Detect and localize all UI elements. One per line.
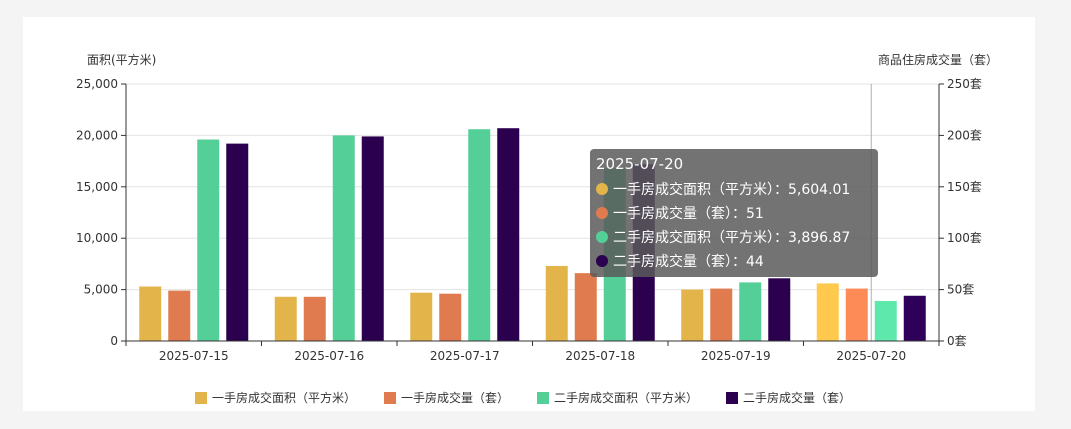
left-tick-label: 15,000 <box>76 180 118 194</box>
tooltip-row: 二手房成交量（套）：44 <box>596 249 872 273</box>
bar <box>845 288 868 341</box>
x-tick-label: 2025-07-15 <box>159 349 229 363</box>
tooltip-series-dot <box>596 231 608 243</box>
bar <box>197 139 220 341</box>
legend: 一手房成交面积（平方米） 一手房成交量（套） 二手房成交面积（平方米） 二手房成交量（… <box>195 390 851 405</box>
tooltip-series-dot <box>596 183 608 195</box>
legend-label: 二手房成交量（套） <box>743 390 851 405</box>
x-tick-label: 2025-07-20 <box>836 349 906 363</box>
right-tick-label: 250套 <box>947 77 982 91</box>
tooltip-series-dot <box>596 255 608 267</box>
bar <box>497 128 520 341</box>
legend-swatch <box>384 392 396 404</box>
right-tick-label: 0套 <box>947 334 967 348</box>
right-tick-label: 200套 <box>947 128 982 142</box>
bar <box>768 278 791 341</box>
bar <box>274 296 297 341</box>
right-tick-label: 50套 <box>947 283 974 297</box>
bar <box>168 290 191 341</box>
tooltip-title: 2025-07-20 <box>596 155 684 173</box>
legend-label: 一手房成交面积（平方米） <box>212 390 356 405</box>
tooltip-row: 二手房成交面积（平方米）：3,896.87 <box>596 225 872 249</box>
tooltip: 2025-07-20 一手房成交面积（平方米）：5,604.01 一手房成交量（套… <box>590 149 878 277</box>
x-tick-label: 2025-07-18 <box>565 349 635 363</box>
left-tick-label: 20,000 <box>76 128 118 142</box>
tooltip-row-label: 一手房成交量（套）：51 <box>613 206 764 222</box>
bar <box>816 283 839 341</box>
bar <box>468 129 491 341</box>
left-tick-label: 25,000 <box>76 77 118 91</box>
tooltip-row-label: 一手房成交面积（平方米）：5,604.01 <box>613 182 851 198</box>
bar <box>545 265 568 341</box>
bar <box>332 135 355 341</box>
bar <box>139 286 162 341</box>
tooltip-row: 一手房成交量（套）：51 <box>596 201 872 225</box>
bar <box>681 289 704 341</box>
bar <box>439 293 462 341</box>
bar <box>226 143 249 341</box>
bar <box>739 282 762 341</box>
x-tick-label: 2025-07-19 <box>701 349 771 363</box>
legend-swatch <box>537 392 549 404</box>
bar <box>361 136 384 341</box>
bar <box>303 296 326 341</box>
x-tick-label: 2025-07-17 <box>430 349 500 363</box>
legend-swatch <box>726 392 738 404</box>
tooltip-series-dot <box>596 207 608 219</box>
bar <box>903 295 926 341</box>
right-tick-label: 100套 <box>947 231 982 245</box>
legend-label: 二手房成交面积（平方米） <box>554 390 698 405</box>
axes: 0 0套 5,000 50套 10,000 100套 15,000 150套 20,000 200… <box>76 77 982 363</box>
tooltip-rows: 一手房成交面积（平方米）：5,604.01 一手房成交量（套）：51 二手房成交面积… <box>596 177 872 273</box>
bar <box>410 292 433 341</box>
bar <box>574 273 597 341</box>
x-tick-label: 2025-07-16 <box>294 349 364 363</box>
tooltip-row: 一手房成交面积（平方米）：5,604.01 <box>596 177 872 201</box>
right-tick-label: 150套 <box>947 180 982 194</box>
left-tick-label: 10,000 <box>76 231 118 245</box>
left-tick-label: 0 <box>110 334 118 348</box>
bar <box>874 300 897 341</box>
legend-label: 一手房成交量（套） <box>401 390 509 405</box>
tooltip-row-label: 二手房成交面积（平方米）：3,896.87 <box>613 230 851 246</box>
left-axis-label: 面积(平方米) <box>87 52 156 67</box>
left-tick-label: 5,000 <box>84 283 118 297</box>
right-axis-label: 商品住房成交量（套） <box>878 52 998 67</box>
bar <box>710 288 733 341</box>
tooltip-row-label: 二手房成交量（套）：44 <box>613 254 764 270</box>
legend-swatch <box>195 392 207 404</box>
